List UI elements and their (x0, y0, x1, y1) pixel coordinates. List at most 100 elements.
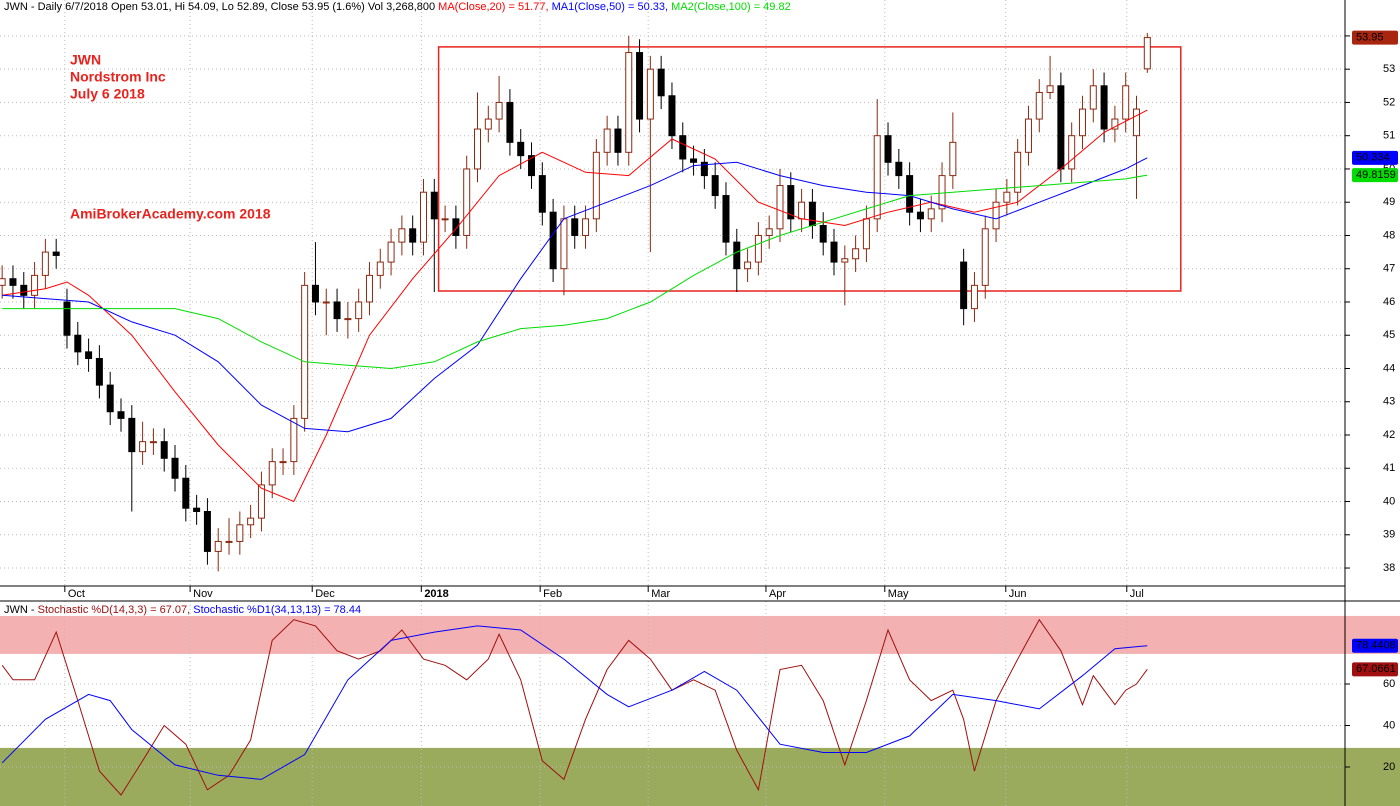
series-tag: 49.8159 (1356, 169, 1396, 181)
candle-body (355, 301, 363, 320)
annotation: Nordstrom Inc (70, 69, 166, 85)
candle-body (495, 101, 503, 120)
panel-header: JWN - Stochastic %D(14,3,3) = 67.07, Sto… (4, 604, 361, 616)
y-tick-label: 40 (1383, 495, 1395, 507)
panel-header: JWN - Daily 6/7/2018 Open 53.01, Hi 54.0… (4, 1, 791, 13)
last-price-tag-box (1352, 30, 1398, 45)
candle-body (506, 101, 514, 143)
series-tag: 50.334 (1356, 152, 1390, 164)
candle-body (484, 118, 492, 130)
candle-body (830, 241, 838, 263)
candle-body (474, 128, 482, 170)
series-tag-box (1352, 638, 1398, 653)
series-line (2, 157, 1148, 433)
candle-body (106, 384, 114, 413)
candle-body (52, 251, 60, 256)
annotation: JWN (70, 52, 101, 68)
annotation: AmiBrokerAcademy.com 2018 (70, 206, 271, 222)
candle-body (1046, 85, 1054, 93)
candle-body (733, 241, 741, 270)
candle-body (970, 284, 978, 310)
candle-body (614, 128, 622, 153)
candle-body (862, 218, 870, 250)
candle-body (376, 261, 384, 276)
candle-body (560, 218, 568, 270)
candle-body (1122, 85, 1130, 120)
candle-body (528, 155, 536, 177)
legend-entry: Stochastic %D(14,3,3) = 67.07, (38, 604, 191, 616)
candle-body (549, 211, 557, 270)
candle-body (603, 128, 611, 153)
series-tag-box (1352, 150, 1398, 165)
candle-body (819, 224, 827, 243)
candle-body (409, 228, 417, 243)
candle-body (582, 218, 590, 236)
candle-body (214, 540, 222, 552)
x-tick-label: May (888, 588, 909, 600)
y-tick-label: 41 (1383, 462, 1395, 474)
series-line (1, 625, 1148, 780)
candle-body (808, 201, 816, 226)
candle-body (463, 168, 471, 236)
candle-body (592, 151, 600, 220)
candle-body (1003, 191, 1011, 203)
candle-body (1014, 151, 1022, 193)
candle-body (63, 301, 71, 336)
candle-body (74, 334, 82, 353)
candle-body (722, 195, 730, 243)
legend-entry: MA1(Close,50) = 50.33, (552, 1, 668, 13)
candle-body (646, 68, 654, 120)
candle-body (430, 191, 438, 220)
zone (0, 747, 1400, 806)
candle-body (906, 175, 914, 213)
series-line (2, 174, 1148, 370)
candle-body (203, 511, 211, 552)
candle-body (128, 417, 136, 453)
candle-body (1143, 37, 1151, 70)
candle-body (916, 211, 924, 220)
candle-body (981, 228, 989, 286)
candle-body (927, 208, 935, 220)
text-layer: JWN Nordstrom Inc July 6 2018 AmiBrokerA… (4, 1, 1398, 773)
candle-body (949, 141, 957, 177)
y-tick-label: 45 (1383, 329, 1395, 341)
candle-body (441, 218, 449, 221)
x-tick-label: Jun (1009, 588, 1027, 600)
y-tick-label: 52 (1383, 96, 1395, 108)
candle-body (679, 135, 687, 160)
candle-body (636, 52, 644, 120)
candle-body (279, 461, 287, 464)
zone (0, 615, 1400, 654)
header-title: JWN - Daily 6/7/2018 Open 53.01, Hi 54.0… (4, 1, 435, 13)
candle-body (236, 524, 244, 542)
candle-body (1057, 85, 1065, 170)
y-tick-label: 40 (1383, 719, 1395, 731)
candle-body (571, 218, 579, 236)
candle-body (1100, 85, 1108, 130)
legend-entry: MA2(Close,100) = 49.82 (671, 1, 791, 13)
x-tick-label: Mar (651, 588, 670, 600)
candle-body (257, 484, 265, 519)
candle-body (182, 477, 190, 509)
candle-body (841, 258, 849, 263)
candle-body (517, 141, 525, 157)
candle-body (873, 135, 881, 220)
candle-body (852, 248, 860, 260)
x-tick-label: Nov (193, 588, 213, 600)
series-tag-box (1352, 662, 1398, 677)
y-tick-label: 51 (1383, 130, 1395, 142)
candle-body (1024, 118, 1032, 153)
candle-body (31, 274, 39, 296)
x-tick-label: Jul (1130, 588, 1144, 600)
candle-body (992, 201, 1000, 230)
x-tick-label: Feb (543, 588, 562, 600)
candle-body (690, 158, 698, 163)
y-tick-label: 46 (1383, 296, 1395, 308)
series-tag: 78.4408 (1356, 640, 1396, 652)
series-tag: 67.0661 (1356, 663, 1396, 675)
series-line (1, 618, 1148, 796)
candle-body (149, 441, 157, 444)
candle-body (41, 251, 49, 276)
y-tick-label: 49 (1383, 196, 1395, 208)
